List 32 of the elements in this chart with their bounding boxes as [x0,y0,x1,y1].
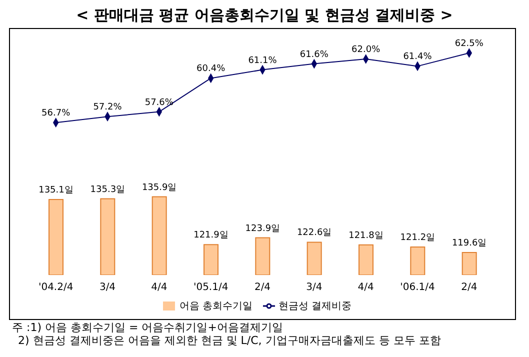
legend-label: 어음 총회수기일 [179,301,252,312]
data-label: 56.7% [42,108,71,119]
x-tick-label: 3/4 [306,282,322,294]
data-label: 61.4% [403,52,432,62]
data-label: 57.2% [93,102,122,113]
data-label: 123.9일 [245,224,280,234]
text: 주 :1) 어음 총회수기일 = 어음수취기일+어음결제기일 [12,321,284,334]
data-label: 135.1일 [38,185,74,196]
data-label: 135.9일 [142,182,177,193]
data-label: 61.6% [300,50,329,60]
x-tick-label: 2/4 [461,282,478,294]
data-label: 60.4% [196,64,226,74]
data-label: 135.3일 [90,184,126,195]
data-label: 119.6일 [452,238,487,248]
chart-title: < 판매대금 평균 어음총회수기일 및 현금성 결제비중 > [75,5,454,26]
text: 2) 현금성 결제비중은 어음을 제외한 현금 및 L/C, 기업구매자금대출제도 등 모두 포함 [17,334,441,347]
data-label: 61.1% [248,56,278,66]
legend-label: 현금성 결제비중 [278,301,352,312]
data-label: 62.0% [352,45,381,55]
data-label: 57.6% [144,98,174,108]
data-label: 62.5% [454,39,484,49]
x-tick-label: 4/4 [358,282,374,294]
x-tick-label: '05.1/4 [193,282,228,294]
x-tick-label: '06.1/4 [400,282,435,294]
data-label: 121.2일 [400,232,436,243]
data-label: 122.6일 [296,228,332,238]
x-tick-label: 4/4 [151,282,168,294]
x-tick-label: 3/4 [99,282,116,294]
data-label: 121.9일 [194,230,228,241]
x-tick-label: '04.2/4 [38,282,74,294]
data-label: 121.8일 [348,230,384,241]
x-tick-label: 2/4 [254,282,271,294]
